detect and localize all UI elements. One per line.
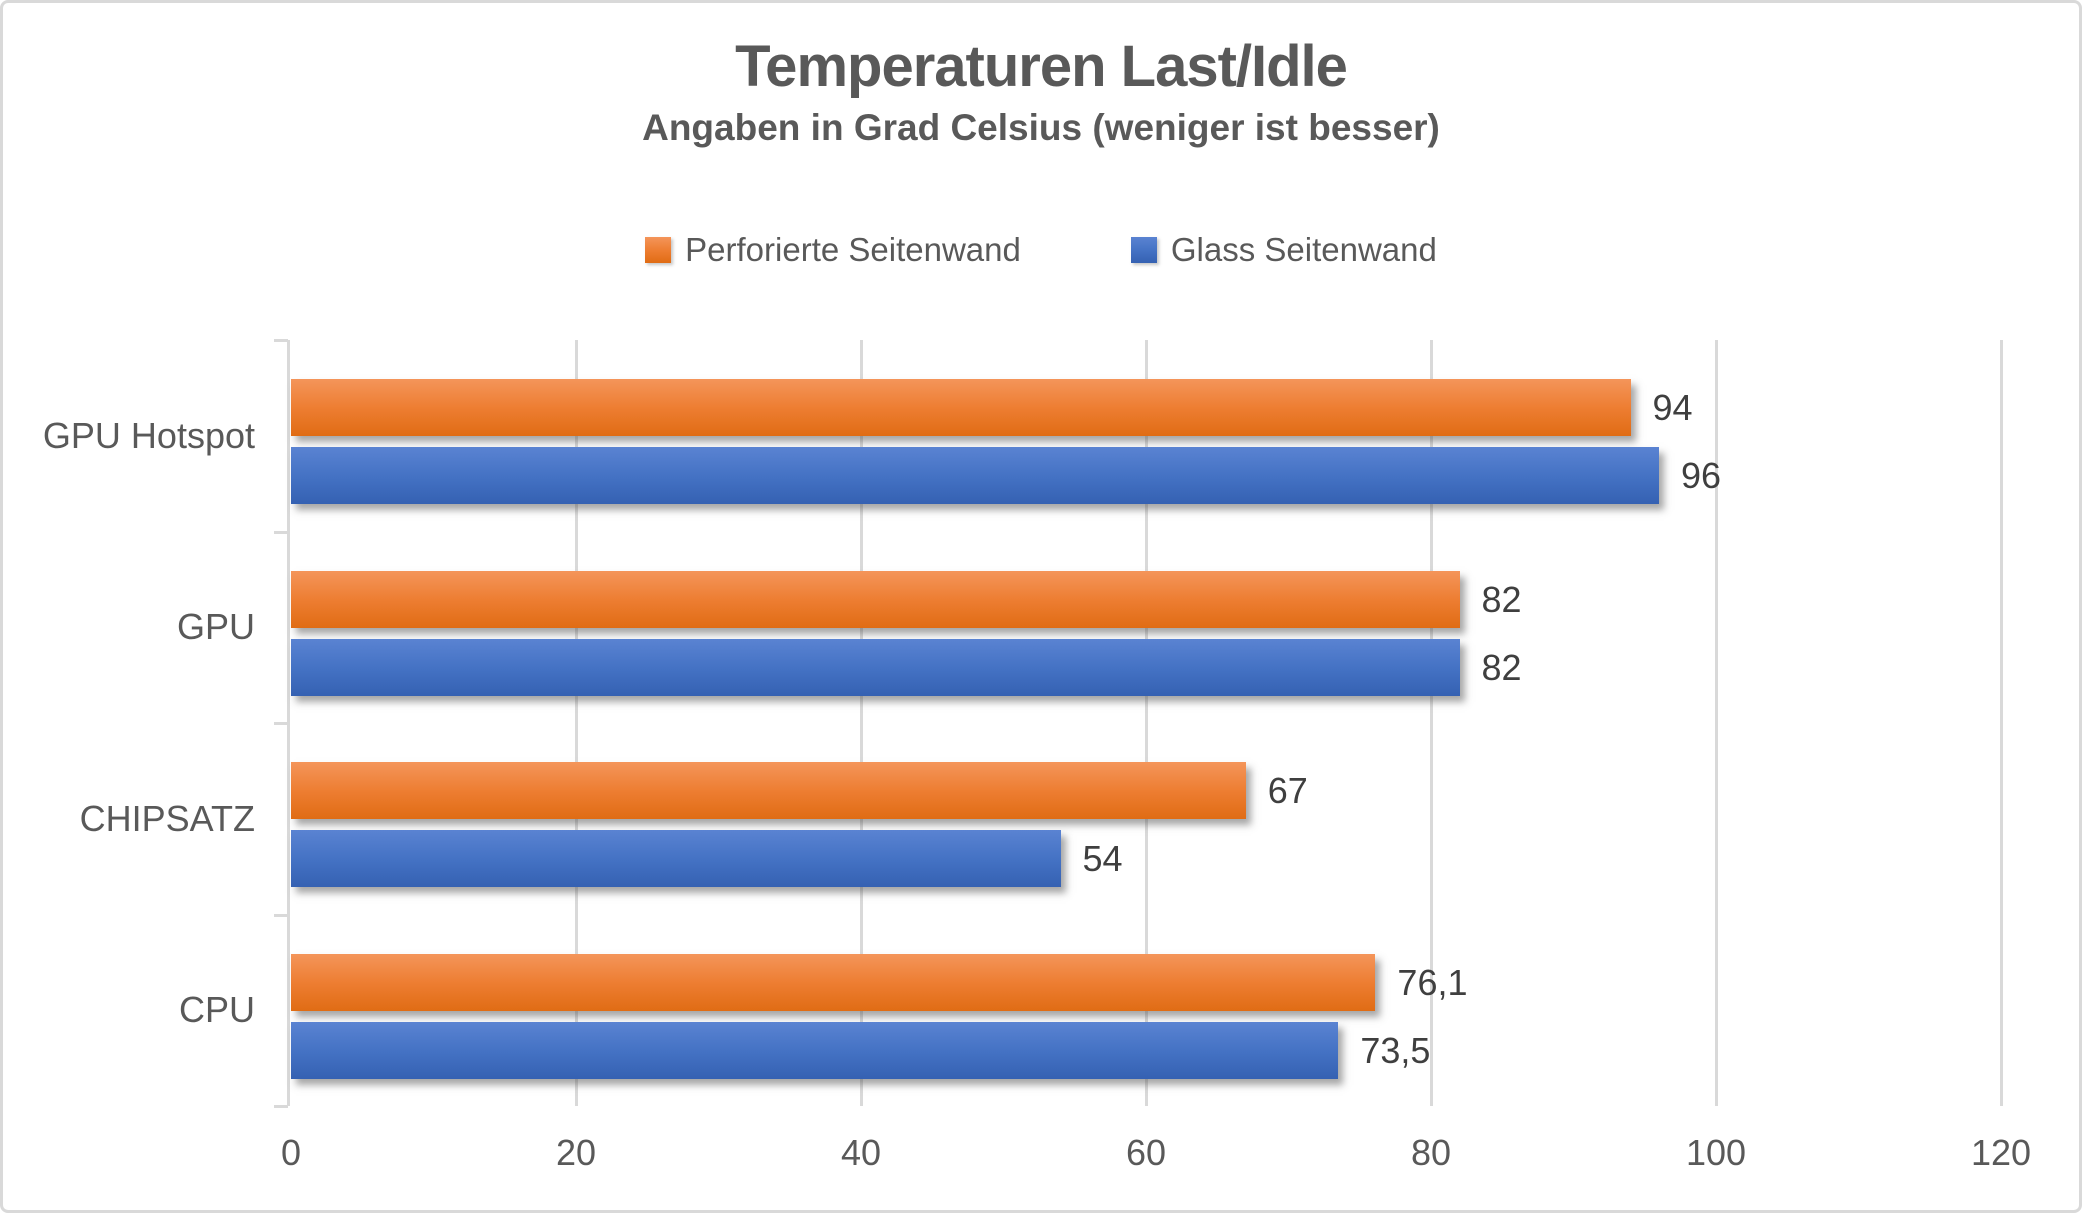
legend-item-perforierte: Perforierte Seitenwand: [645, 231, 1021, 269]
bar-value-label: 82: [1481, 578, 1522, 620]
x-axis-tick-label: 80: [1410, 1132, 1452, 1173]
bar-perforierte-chipsatz: [291, 762, 1246, 819]
bar-value-label: 54: [1082, 838, 1123, 879]
chart-legend: Perforierte Seitenwand Glass Seitenwand: [3, 231, 2079, 269]
x-axis-tick-label: 120: [1970, 1132, 2032, 1173]
legend-label: Glass Seitenwand: [1170, 231, 1437, 268]
x-axis-tick-label: 0: [280, 1132, 302, 1173]
gridline-20: [574, 340, 578, 1106]
plot-area: 0 20 40 60 80 100 120 GPU Hotspot 94 96 GPU 82 82 CHI…: [43, 339, 2031, 1173]
bar-perforierte-gpu: [291, 570, 1460, 628]
bar-value-label: 82: [1481, 646, 1522, 688]
bar-perforierte-gpu-hotspot: [291, 379, 1631, 436]
x-axis-tick-label: 40: [840, 1132, 882, 1173]
legend-swatch-icon: [1130, 237, 1157, 263]
gridline-120: [2000, 340, 2003, 1106]
x-axis-tick-label: 20: [555, 1132, 597, 1173]
bar-glass-gpu: [291, 638, 1460, 696]
bar-perforierte-cpu: [291, 953, 1376, 1011]
category-axis-tick: [274, 722, 288, 725]
gridline-80: [1429, 340, 1433, 1106]
category-axis-tick: [274, 1105, 288, 1108]
bar-value-label: 67: [1267, 770, 1308, 811]
category-axis-tick: [274, 913, 288, 917]
x-axis-tick-label: 60: [1125, 1132, 1167, 1173]
category-label-cpu: CPU: [178, 989, 255, 1031]
legend-label: Perforierte Seitenwand: [685, 231, 1021, 268]
chart-subtitle: Angaben in Grad Celsius (weniger ist bes…: [642, 107, 1440, 148]
bar-value-label: 73,5: [1360, 1029, 1431, 1071]
category-axis-line: [287, 340, 290, 1106]
category-axis-tick: [274, 339, 288, 342]
category-label-chipsatz: CHIPSATZ: [79, 797, 255, 839]
bar-value-label: 96: [1681, 455, 1722, 496]
category-axis-tick: [274, 530, 288, 534]
x-axis-tick-label: 100: [1685, 1132, 1747, 1173]
legend-item-glass: Glass Seitenwand: [1130, 231, 1437, 269]
category-label-gpu-hotspot: GPU Hotspot: [42, 414, 255, 456]
legend-swatch-icon: [645, 237, 672, 263]
bar-glass-gpu-hotspot: [291, 447, 1659, 504]
bar-value-label: 76,1: [1397, 961, 1468, 1003]
bar-glass-chipsatz: [291, 830, 1061, 887]
category-label-gpu: GPU: [176, 606, 255, 648]
bar-glass-cpu: [291, 1021, 1339, 1079]
gridline-40: [859, 340, 863, 1106]
chart-title: Temperaturen Last/Idle: [735, 34, 1348, 99]
gridline-60: [1145, 340, 1148, 1106]
gridline-100: [1715, 340, 1718, 1106]
bar-value-label: 94: [1652, 387, 1693, 428]
